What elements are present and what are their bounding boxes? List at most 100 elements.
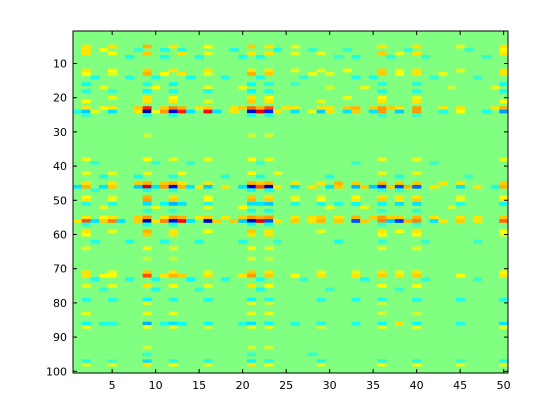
heatmap-cell — [160, 239, 169, 244]
heatmap-cell — [247, 352, 256, 357]
heatmap-cell — [394, 198, 404, 203]
heatmap-cell — [316, 321, 326, 326]
heatmap-cell — [107, 198, 117, 203]
heatmap-cell — [264, 181, 274, 186]
heatmap-cell — [168, 270, 178, 275]
heatmap-cell — [429, 75, 439, 80]
heatmap-cell — [386, 106, 396, 110]
heatmap-cell — [238, 205, 248, 210]
heatmap-cell — [394, 273, 404, 278]
heatmap-cell — [316, 68, 326, 73]
heatmap-cell — [464, 48, 474, 52]
heatmap-cell — [168, 174, 178, 179]
y-tick-label: 10 — [53, 57, 67, 70]
heatmap-cell — [186, 184, 196, 189]
heatmap-cell — [142, 352, 152, 357]
heatmap-cell — [447, 85, 457, 90]
heatmap-cell — [99, 215, 109, 220]
heatmap-cell — [142, 301, 152, 305]
heatmap-cell — [455, 198, 465, 203]
heatmap-cell — [455, 362, 465, 367]
heatmap-cell — [394, 202, 404, 206]
heatmap-cell — [168, 89, 178, 93]
heatmap-cell — [151, 75, 161, 80]
heatmap-cell — [81, 273, 91, 278]
heatmap-cell — [351, 109, 361, 114]
heatmap-cell — [377, 72, 387, 76]
heatmap-cell — [107, 359, 117, 364]
heatmap-cell — [281, 106, 291, 110]
heatmap-cell — [351, 160, 361, 165]
heatmap-cell — [455, 215, 465, 220]
heatmap-cell — [290, 51, 300, 56]
heatmap-cell — [247, 72, 256, 76]
heatmap-cell — [107, 106, 117, 110]
heatmap-cell — [360, 219, 370, 223]
heatmap-cell — [229, 109, 239, 114]
heatmap-cell — [455, 181, 465, 186]
heatmap-cell — [133, 215, 143, 220]
heatmap-cell — [307, 219, 317, 223]
heatmap-cell — [351, 54, 361, 59]
heatmap-cell — [220, 75, 230, 80]
heatmap-cell — [307, 72, 317, 76]
x-tick-labels: 5 10 15 20 25 30 35 40 45 50 — [109, 379, 511, 392]
heatmap-cell — [290, 215, 300, 220]
heatmap-cell — [464, 174, 474, 179]
heatmap-cell — [342, 48, 352, 52]
heatmap-cell — [247, 202, 256, 206]
heatmap-cell — [360, 277, 370, 281]
heatmap-cell — [81, 270, 91, 275]
heatmap-cell — [168, 68, 178, 73]
heatmap-cell — [107, 89, 117, 93]
heatmap-cell — [160, 184, 169, 189]
heatmap-cell — [151, 109, 161, 114]
heatmap-cell — [142, 246, 152, 251]
heatmap-cell — [116, 219, 126, 223]
heatmap-cell — [168, 325, 178, 329]
heatmap-cell — [255, 219, 265, 223]
heatmap-cell — [142, 345, 152, 350]
heatmap-cell — [186, 277, 196, 281]
y-tick-labels: 10 20 30 40 50 60 70 80 90 100 — [46, 57, 67, 378]
heatmap-cell — [90, 188, 100, 193]
heatmap-cell — [412, 270, 422, 275]
heatmap-cell — [473, 239, 483, 244]
heatmap-cell — [247, 109, 256, 114]
heatmap-cell — [325, 72, 335, 76]
heatmap-cell — [386, 215, 396, 220]
heatmap-cell — [394, 68, 404, 73]
heatmap-cell — [247, 195, 256, 199]
heatmap-cell — [334, 202, 343, 206]
x-tick-label: 25 — [279, 379, 293, 392]
heatmap-cell — [351, 198, 361, 203]
heatmap-cell — [168, 215, 178, 220]
heatmap-cell — [142, 208, 152, 213]
y-tick-label: 90 — [53, 331, 67, 344]
heatmap-cell — [429, 219, 439, 223]
heatmap-cell — [412, 273, 422, 278]
heatmap-cell — [412, 297, 422, 302]
heatmap-cell — [142, 106, 152, 110]
heatmap-cell — [99, 184, 109, 189]
heatmap-cell — [264, 68, 274, 73]
heatmap-cell — [377, 359, 387, 364]
heatmap-cell — [351, 273, 361, 278]
heatmap-cell — [81, 297, 91, 302]
heatmap-cell — [133, 184, 143, 189]
heatmap-cell — [499, 232, 509, 237]
heatmap-cell — [151, 184, 161, 189]
heatmap-cell — [499, 72, 509, 76]
heatmap-cell — [142, 321, 152, 326]
heatmap-cell — [412, 325, 422, 329]
heatmap-cell — [264, 95, 274, 100]
heatmap-cell — [394, 215, 404, 220]
y-tick-label: 100 — [46, 365, 67, 378]
heatmap-cell — [290, 202, 300, 206]
heatmap-cell — [203, 68, 213, 73]
heatmap-cell — [168, 284, 178, 288]
heatmap-cell — [90, 277, 100, 281]
heatmap-cell — [247, 188, 256, 193]
heatmap-cell — [142, 109, 152, 114]
heatmap-cell — [203, 195, 213, 199]
